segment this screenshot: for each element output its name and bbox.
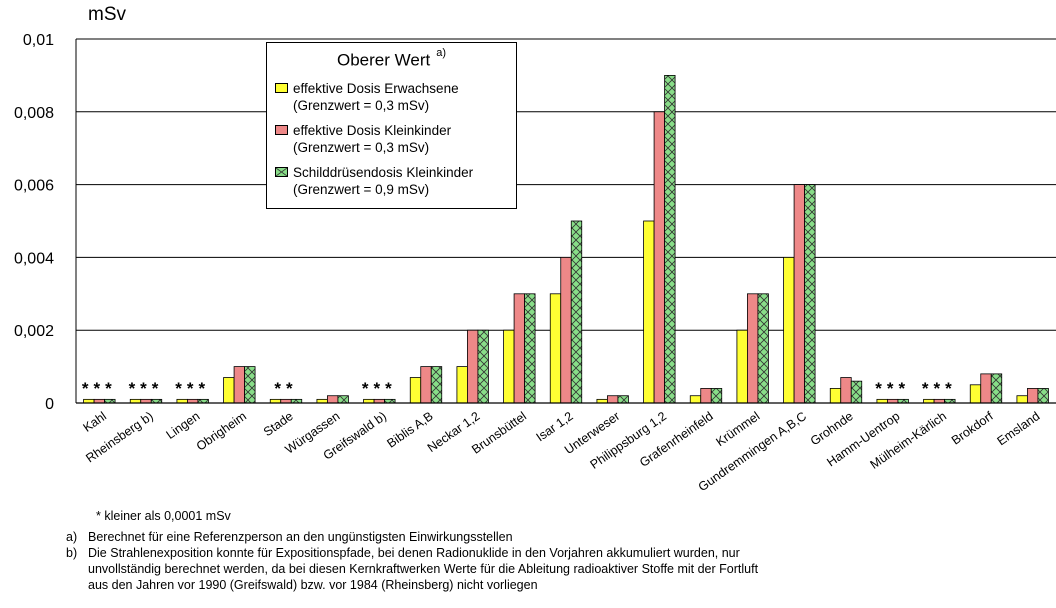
bar	[223, 377, 235, 404]
bars	[83, 75, 1049, 404]
bar	[549, 293, 562, 404]
x-tick-label: Emsland	[995, 409, 1043, 448]
bar	[420, 366, 432, 404]
below-threshold-marker: ***	[175, 379, 210, 398]
footnote-a-text: Berechnet für eine Referenzperson an den…	[88, 530, 513, 544]
footnote-b-line1: Die Strahlenexposition konnte für Exposi…	[88, 546, 740, 560]
legend-swatch-yellow	[275, 83, 288, 93]
y-tick-label: 0,004	[14, 250, 54, 267]
bar	[736, 329, 748, 404]
bar	[570, 220, 583, 404]
bar	[1016, 395, 1028, 404]
below-threshold-marker: ***	[362, 379, 397, 398]
bar	[643, 220, 655, 404]
x-tick-label: Brokdorf	[949, 409, 996, 448]
y-tick-label: 0,008	[14, 105, 54, 122]
y-axis-unit: mSv	[88, 4, 126, 25]
bar	[710, 388, 723, 404]
legend-sublabel: (Grenzwert = 0,9 mSv)	[293, 182, 430, 197]
bar	[793, 184, 805, 404]
bar	[409, 377, 422, 404]
below-threshold-marker: ***	[82, 379, 117, 398]
legend: Oberer Wert a) effektive Dosis Erwachsene…	[266, 42, 517, 209]
y-tick-label: 0,006	[14, 178, 54, 195]
bar	[456, 366, 468, 404]
bar	[617, 395, 629, 404]
y-tick-label: 0,01	[23, 32, 54, 49]
bar	[560, 256, 572, 404]
x-tick-label: Isar 1,2	[534, 409, 576, 444]
bar	[337, 395, 349, 404]
footnote-b-line2: unvollständig berechnet werden, da bei d…	[88, 562, 759, 576]
legend-swatch-red	[275, 125, 288, 135]
y-tick-label: 0	[45, 396, 54, 413]
bar	[327, 395, 339, 404]
bar	[1027, 388, 1039, 404]
bar	[840, 377, 852, 404]
bar	[244, 366, 256, 404]
bar	[477, 329, 489, 404]
footnote-b-mark: b)	[66, 546, 78, 560]
legend-label: Schilddrüsendosis Kleinkinder	[293, 165, 474, 180]
bar	[503, 329, 515, 404]
bar	[700, 388, 712, 404]
bar	[430, 366, 443, 404]
bar	[607, 395, 619, 404]
bar	[969, 384, 982, 404]
bar	[757, 293, 769, 404]
x-tick-label: Lingen	[164, 409, 203, 442]
below-threshold-marker: ***	[129, 379, 164, 398]
footnote-b-line3: aus den Jahren vor 1990 (Greifswald) bzw…	[88, 578, 538, 592]
x-tick-label: Stade	[261, 409, 296, 439]
bar	[990, 373, 1003, 404]
bar	[804, 184, 816, 404]
bar	[689, 395, 702, 404]
legend-label: effektive Dosis Kleinkinder	[293, 123, 452, 138]
bar	[829, 388, 842, 404]
legend-title: Oberer Wert a)	[337, 47, 446, 70]
legend-swatch-green-hatched	[275, 167, 288, 177]
bar	[513, 293, 525, 404]
bar	[233, 366, 245, 404]
bar	[1037, 388, 1049, 404]
bar	[747, 293, 759, 404]
below-threshold-marker: ***	[875, 379, 910, 398]
bar	[467, 329, 479, 404]
x-tick-label: Obrigheim	[194, 409, 249, 454]
bar	[850, 380, 863, 404]
below-threshold-marker: **	[274, 379, 297, 398]
y-tick-label: 0,002	[14, 323, 54, 340]
legend-label: effektive Dosis Erwachsene	[293, 81, 459, 96]
bar	[783, 256, 795, 404]
x-tick-label: Kahl	[81, 409, 110, 435]
bar	[980, 373, 992, 404]
below-threshold-marker: ***	[922, 379, 957, 398]
axes	[75, 39, 1056, 404]
tick-labels: 00,0020,0040,0060,0080,01***Kahl***Rhein…	[14, 32, 1042, 494]
bar	[664, 75, 676, 404]
footnote-a-mark: a)	[66, 530, 78, 544]
legend-sublabel: (Grenzwert = 0,3 mSv)	[293, 98, 430, 113]
bar	[653, 111, 665, 404]
bar	[524, 293, 536, 404]
legend-sublabel: (Grenzwert = 0,3 mSv)	[293, 140, 430, 155]
footnote-asterisk: * kleiner als 0,0001 mSv	[96, 509, 231, 523]
legend-title-note: a)	[436, 47, 446, 59]
